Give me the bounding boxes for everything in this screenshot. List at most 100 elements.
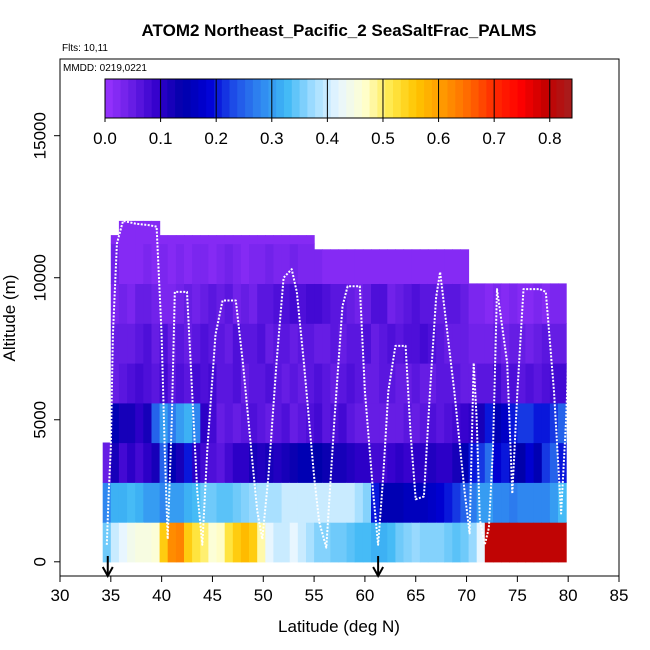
heatmap-cell xyxy=(257,522,266,563)
heatmap-cell xyxy=(460,402,470,444)
heatmap-cell xyxy=(273,363,283,404)
heatmap-cell xyxy=(110,442,120,483)
heatmap-cell xyxy=(379,482,388,523)
heatmap-cell xyxy=(159,243,169,284)
heatmap-cell xyxy=(135,243,144,284)
heatmap-cell xyxy=(257,323,266,364)
heatmap-cell xyxy=(371,323,380,364)
heatmap-cell xyxy=(468,402,478,444)
heatmap-cell xyxy=(306,235,315,245)
heatmap-cell xyxy=(484,402,494,444)
heatmap-cell xyxy=(135,363,144,404)
colorbar-segment xyxy=(112,79,122,118)
heatmap-cell xyxy=(411,482,421,523)
heatmap-cell xyxy=(297,243,307,284)
heatmap-cell xyxy=(232,402,242,444)
heatmap-cell xyxy=(216,402,226,444)
heatmap-cell xyxy=(167,243,177,284)
heatmap-cell xyxy=(184,522,193,563)
heatmap-cell xyxy=(493,482,502,523)
heatmap-cell xyxy=(257,283,266,324)
heatmap-cell xyxy=(306,442,315,483)
heatmap-cell xyxy=(476,323,486,364)
heatmap-cell xyxy=(200,283,209,324)
heatmap-cell xyxy=(371,283,380,324)
colorbar-segment xyxy=(346,79,355,118)
heatmap-cell xyxy=(159,402,169,444)
colorbar-segment xyxy=(268,79,277,118)
heatmap-cell xyxy=(143,402,152,444)
x-tick-label: 65 xyxy=(406,586,425,605)
heatmap-cell xyxy=(411,363,421,404)
heatmap-cell xyxy=(387,402,396,444)
colorbar-frame xyxy=(104,78,573,119)
heatmap-cell xyxy=(135,323,144,364)
heatmap-cell xyxy=(192,522,201,563)
heatmap-cell xyxy=(403,442,413,483)
heatmap-cell xyxy=(289,363,299,404)
heatmap-cell xyxy=(118,522,128,563)
heatmap-cell xyxy=(354,442,364,483)
heatmap-cell xyxy=(549,323,559,364)
heatmap-cell xyxy=(509,402,518,444)
heatmap-cell xyxy=(314,482,323,523)
heatmap-cell xyxy=(265,283,274,324)
heatmap-cell xyxy=(468,323,478,364)
heatmap-cell xyxy=(403,522,413,563)
colorbar-segment xyxy=(291,79,301,118)
heatmap-cell xyxy=(468,442,478,483)
heatmap-cell xyxy=(509,363,518,404)
heatmap-cell xyxy=(306,323,315,364)
heatmap-cell xyxy=(484,363,494,404)
heatmap-cell xyxy=(135,482,144,523)
heatmap-cell xyxy=(200,482,209,523)
heatmap-cell xyxy=(403,283,413,324)
heatmap-cell xyxy=(151,363,161,404)
heatmap-cell xyxy=(338,363,348,404)
heatmap-cell xyxy=(216,283,226,324)
colorbar-segment xyxy=(260,79,269,118)
heatmap-cell xyxy=(379,283,388,324)
heatmap-cell xyxy=(118,283,128,324)
heatmap-cell xyxy=(419,442,429,483)
heatmap-cell xyxy=(118,442,128,483)
colorbar-segment xyxy=(221,79,231,118)
heatmap-cell xyxy=(297,235,307,245)
heatmap-cell xyxy=(533,522,543,563)
heatmap-cell xyxy=(379,442,388,483)
heatmap-cell xyxy=(184,482,193,523)
colorbar-segment xyxy=(509,79,518,118)
heatmap-cell xyxy=(257,243,266,284)
colorbar-segment xyxy=(377,79,386,118)
heatmap-cell xyxy=(151,220,161,245)
heatmap-cell xyxy=(289,442,299,483)
flights-label: Flts: 10,11 xyxy=(62,43,108,54)
heatmap-cell xyxy=(314,323,323,364)
heatmap-cell xyxy=(346,402,356,444)
heatmap-cell xyxy=(387,249,396,284)
heatmap-cell xyxy=(558,442,567,483)
heatmap-cell xyxy=(265,442,274,483)
heatmap-cell xyxy=(257,442,266,483)
heatmap-cell xyxy=(468,283,478,324)
dates-label: MMDD: 0219,0221 xyxy=(63,63,147,74)
heatmap-cell xyxy=(273,482,283,523)
heatmap-cell xyxy=(240,243,250,284)
heatmap-cell xyxy=(143,363,152,404)
colorbar-tick-label: 0.3 xyxy=(260,129,284,148)
heatmap-cell xyxy=(493,402,502,444)
heatmap-cell xyxy=(549,482,559,523)
heatmap-cell xyxy=(558,323,567,364)
heatmap-cell xyxy=(379,249,388,284)
heatmap-cell xyxy=(411,249,421,284)
heatmap-cell xyxy=(273,283,283,324)
heatmap-cell xyxy=(362,363,372,404)
heatmap-cell xyxy=(330,323,340,364)
heatmap-cell xyxy=(184,402,193,444)
heatmap-cell xyxy=(159,323,169,364)
heatmap-cell xyxy=(419,363,429,404)
heatmap-cell xyxy=(379,363,388,404)
colorbar-segment xyxy=(175,79,184,118)
heatmap-cell xyxy=(240,283,250,324)
heatmap-cell xyxy=(200,235,209,245)
